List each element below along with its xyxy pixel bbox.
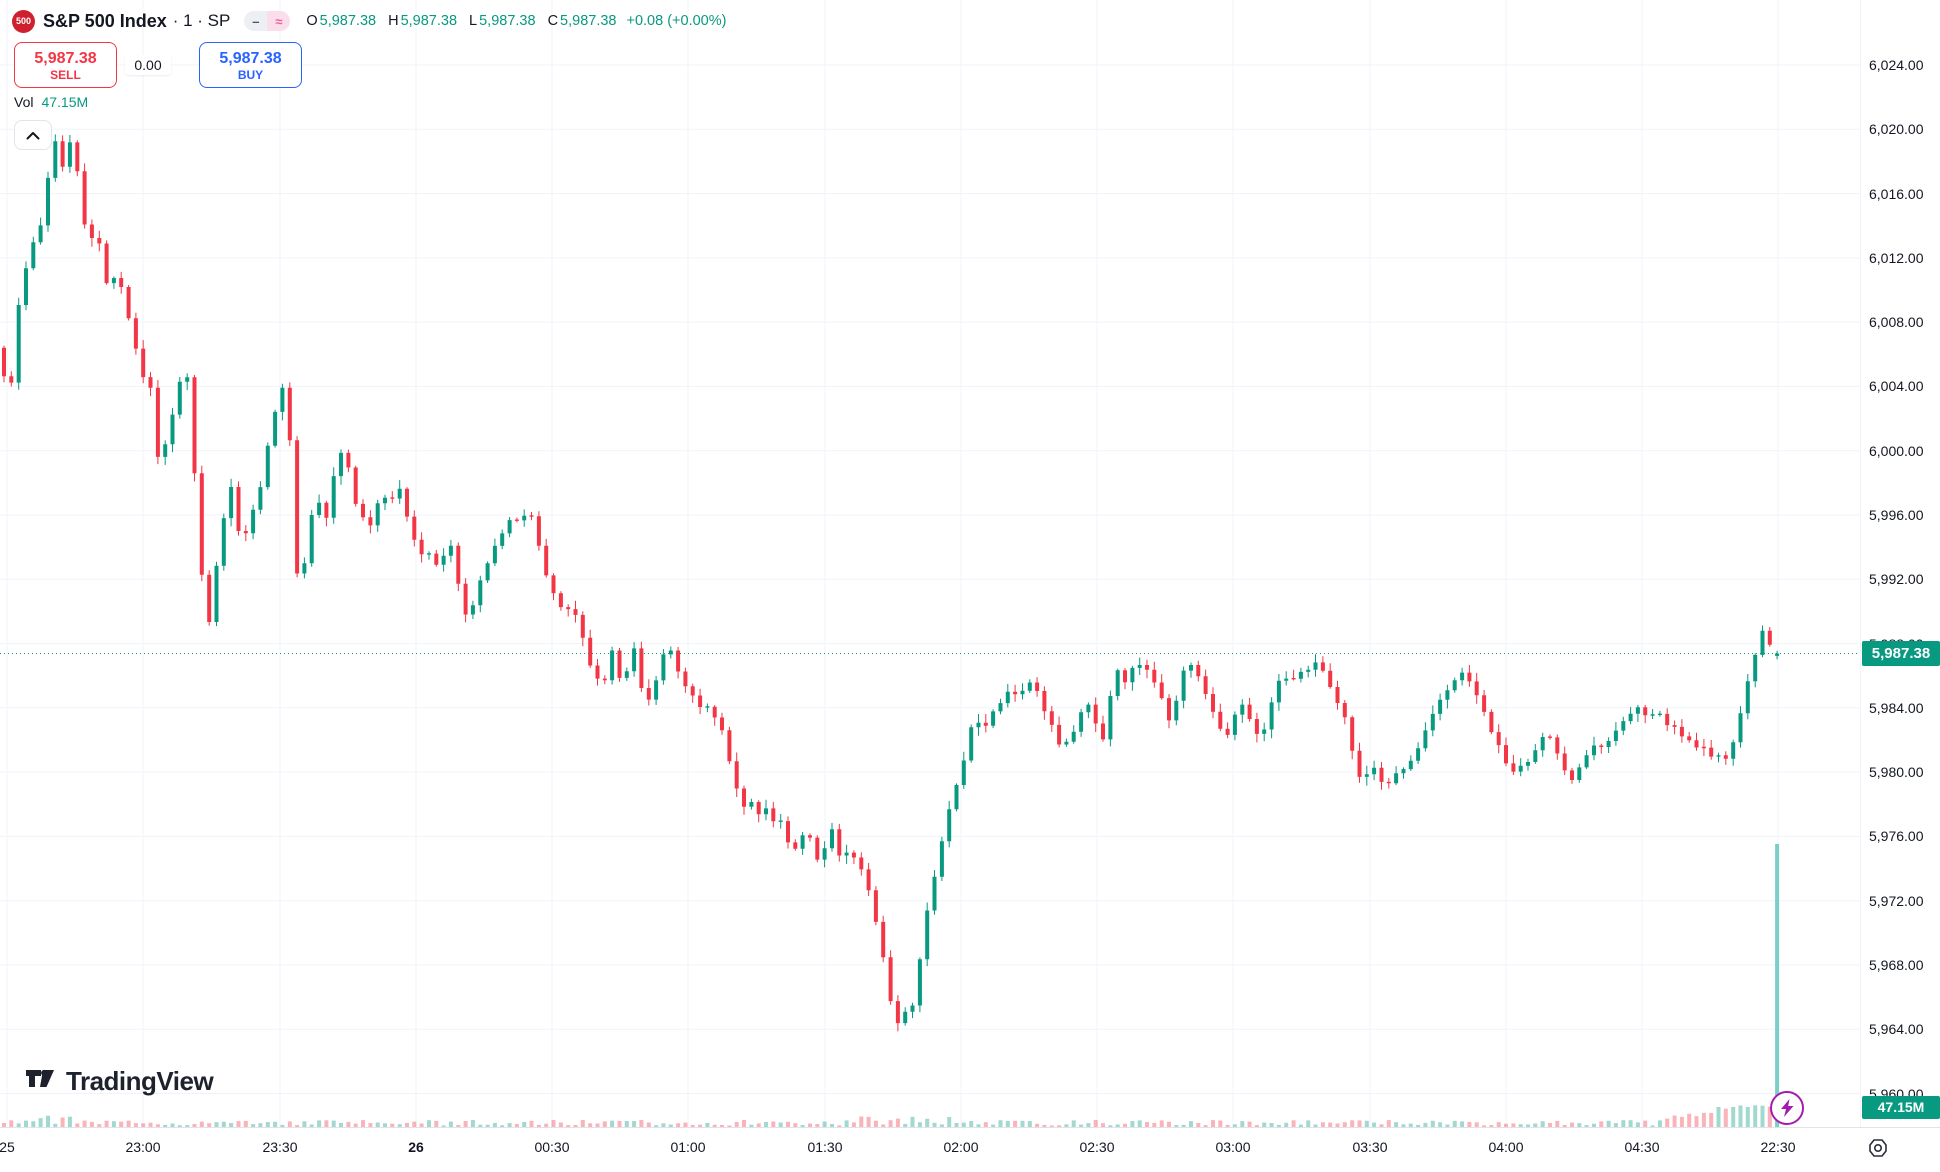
- price-axis-label: 6,004.00: [1869, 378, 1924, 395]
- gear-icon: [1869, 1139, 1887, 1157]
- ohlc-readout: O 5,987.38 H 5,987.38 L 5,987.38 C 5,987…: [306, 13, 726, 29]
- sell-price: 5,987.38: [34, 49, 97, 67]
- volume-axis-label: 47.15M: [1862, 1096, 1940, 1119]
- last-price-label: 5,987.38: [1862, 641, 1940, 667]
- sp500-logo-badge: 500: [12, 9, 35, 33]
- price-axis-label: 6,024.00: [1869, 57, 1924, 73]
- low-value: 5,987.38: [479, 13, 536, 29]
- time-axis-settings-button[interactable]: [1866, 1136, 1890, 1160]
- instant-trading-button[interactable]: [1770, 1091, 1804, 1125]
- price-axis-label: 5,964.00: [1869, 1021, 1924, 1038]
- time-axis-label: 03:00: [1215, 1139, 1251, 1155]
- price-axis-label: 6,016.00: [1869, 185, 1924, 202]
- chart-legend: 500 S&P 500 Index · 1 · SP – ≈ O 5,987.3…: [12, 8, 726, 34]
- symbol-name[interactable]: S&P 500 Index: [43, 10, 167, 31]
- close-value: 5,987.38: [560, 13, 617, 29]
- tradingview-wordmark: TradingView: [66, 1066, 214, 1096]
- candles: [2, 134, 1780, 1032]
- grid-lines: [0, 0, 1860, 1127]
- time-axis-label: 04:00: [1488, 1139, 1524, 1155]
- collapse-pane-button[interactable]: [14, 120, 52, 150]
- close-label: C: [547, 13, 559, 29]
- open-label: O: [306, 13, 318, 29]
- price-axis-label: 5,972.00: [1869, 892, 1924, 909]
- tradingview-logo[interactable]: TradingView: [26, 1066, 214, 1097]
- change-value: +0.08 (+0.00%): [626, 13, 727, 29]
- buy-price: 5,987.38: [219, 49, 282, 67]
- approx-toggle-icon[interactable]: ≈: [267, 11, 291, 31]
- price-axis-label: 6,012.00: [1869, 249, 1924, 266]
- time-axis-label: 26: [408, 1139, 424, 1155]
- chart-pane[interactable]: [0, 0, 1860, 1127]
- volume-label: Vol: [14, 94, 34, 110]
- price-axis-label: 5,976.00: [1869, 828, 1924, 845]
- sell-button-label: SELL: [50, 67, 81, 82]
- lightning-bolt-icon: [1781, 1099, 1794, 1117]
- minus-toggle-icon[interactable]: –: [244, 11, 268, 31]
- sell-button[interactable]: 5,987.38 SELL: [14, 42, 117, 88]
- up-candles: [16, 134, 1780, 1026]
- spread-value: 0.00: [125, 55, 171, 75]
- time-axis-label: 00:30: [534, 1139, 570, 1155]
- time-axis-label: 01:00: [670, 1139, 706, 1155]
- price-axis-label: 6,000.00: [1869, 442, 1924, 459]
- price-axis-label: 5,968.00: [1869, 956, 1924, 973]
- low-label: L: [469, 13, 478, 29]
- time-axis-label: 01:30: [807, 1139, 843, 1155]
- time-axis-label: 02:30: [1079, 1139, 1115, 1155]
- open-value: 5,987.38: [319, 13, 377, 29]
- time-axis-label: 03:30: [1352, 1139, 1388, 1155]
- buy-button[interactable]: 5,987.38 BUY: [199, 42, 302, 88]
- symbol-title-row: 500 S&P 500 Index · 1 · SP – ≈ O 5,987.3…: [12, 8, 726, 34]
- volume-legend: Vol 47.15M: [14, 94, 88, 110]
- price-axis-label: 5,980.00: [1869, 764, 1924, 781]
- time-axis-label: 25: [0, 1139, 15, 1155]
- tradingview-mark-icon: [26, 1069, 54, 1087]
- chevron-up-icon: [26, 131, 40, 139]
- buy-button-label: BUY: [237, 67, 264, 82]
- price-axis-label: 6,008.00: [1869, 314, 1924, 331]
- volume-value: 47.15M: [41, 94, 89, 110]
- time-axis[interactable]: 25 23:00 23:30 26 00:30 01:00 01:30 02:00 02:30 0…: [0, 1127, 1940, 1172]
- price-axis-label: 6,020.00: [1869, 121, 1924, 138]
- price-axis-label: 5,996.00: [1869, 506, 1924, 523]
- price-axis-label: 5,984.00: [1869, 699, 1924, 716]
- time-axis-label: 23:30: [262, 1139, 298, 1155]
- high-value: 5,987.38: [400, 13, 458, 29]
- high-label: H: [388, 13, 399, 29]
- indicator-quick-toggle[interactable]: – ≈: [244, 11, 291, 31]
- trade-panel: 5,987.38 SELL 0.00 5,987.38 BUY: [14, 42, 302, 88]
- time-axis-label: 23:00: [125, 1139, 161, 1155]
- price-axis[interactable]: 5,987.38 47.15M 5,960.00 5,964.00 5,968.00…: [1860, 0, 1940, 1127]
- volume-bars: [2, 844, 1780, 1127]
- time-axis-label: 02:00: [943, 1139, 979, 1155]
- time-axis-label: 04:30: [1624, 1139, 1660, 1155]
- price-chart-canvas[interactable]: [0, 0, 1860, 1127]
- time-labels: 25 23:00 23:30 26 00:30 01:00 01:30 02:00 02:30 0…: [0, 1128, 1795, 1172]
- time-axis-label: 22:30: [1760, 1139, 1795, 1155]
- price-axis-label: 5,992.00: [1869, 571, 1924, 588]
- symbol-interval-exchange: · 1 · SP: [172, 11, 231, 30]
